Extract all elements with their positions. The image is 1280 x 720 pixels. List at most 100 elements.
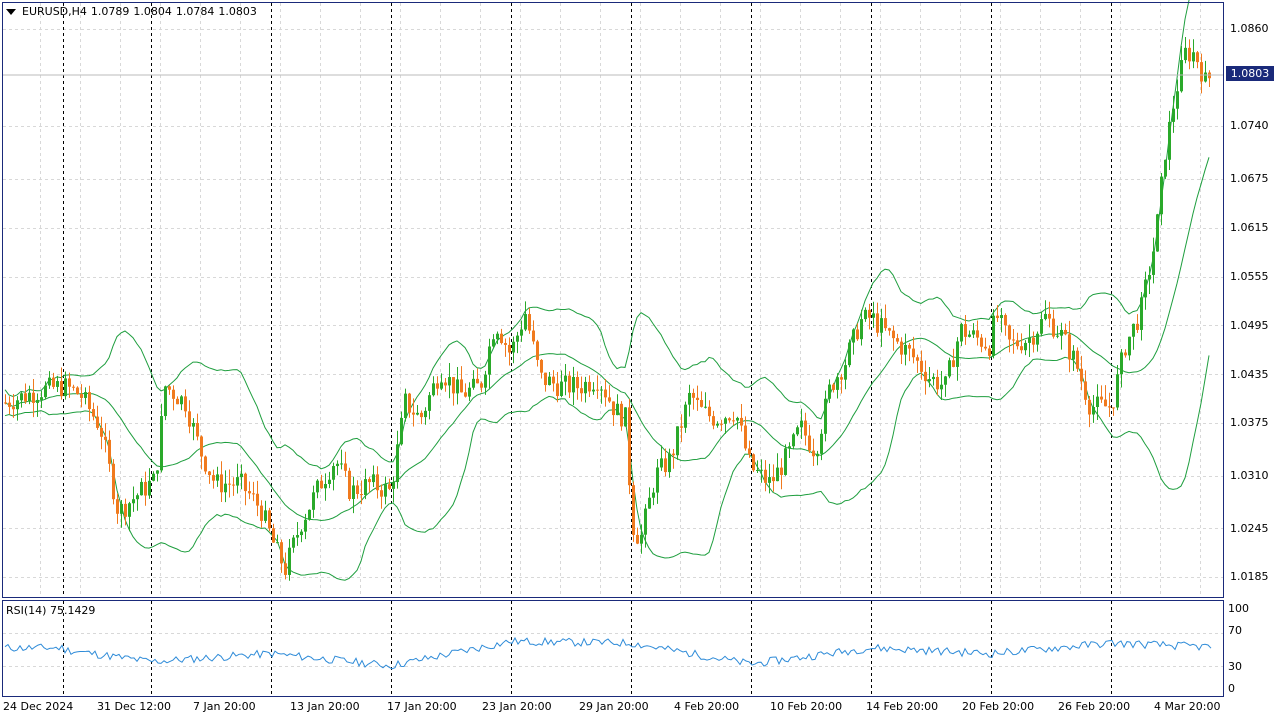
candle [68,372,71,398]
candle [600,386,603,404]
candle [312,485,315,518]
candle [452,377,455,406]
candle [364,468,367,500]
candle [968,330,971,338]
candle [108,430,111,472]
candle [896,333,899,344]
candle [148,468,151,499]
candle [1132,323,1135,350]
candle [752,453,755,473]
candle [320,474,323,489]
candle [584,376,587,403]
candle [932,373,935,386]
candle [1152,237,1155,284]
current-price-badge: 1.0803 [1226,66,1274,81]
candle [1024,340,1027,356]
candle [732,411,735,426]
candle [236,463,239,494]
candle [616,394,619,416]
rsi-level-label: 30 [1228,660,1242,673]
candle [496,331,499,345]
candle [1096,384,1099,421]
rsi-line-layer [4,636,1212,670]
candle [832,382,835,393]
candle [24,383,27,404]
candle [144,471,147,506]
candle [296,521,299,546]
candle [1008,324,1011,353]
candle [500,328,503,345]
candle [1204,60,1207,83]
candle [512,336,515,364]
rsi-line [4,636,1212,670]
price-tick-label: 1.0185 [1230,570,1269,583]
candle [116,493,119,524]
candle [1128,336,1131,361]
candle [648,487,651,509]
candle [1188,39,1191,70]
candle [680,414,683,443]
time-tick-label: 10 Feb 20:00 [770,700,843,713]
candle [824,390,827,442]
candle [424,407,427,425]
candle [560,370,563,398]
candle [492,334,495,348]
candle [1136,314,1139,333]
candle [712,410,715,430]
candle [784,444,787,476]
candle [120,499,123,528]
candle [1124,349,1127,358]
candle [728,417,731,423]
candle [344,451,347,477]
candle [612,401,615,426]
candle [900,337,903,364]
candle [244,472,247,506]
candle [780,458,783,490]
candle [372,465,375,487]
candle [532,320,535,345]
candle [504,338,507,357]
candle [748,440,751,458]
candle [304,513,307,540]
candle [972,323,975,339]
candle [848,339,851,368]
candle [912,336,915,364]
candle [676,426,679,460]
candle [736,416,739,430]
high-value: 1.0804 [133,5,172,18]
candle [160,403,163,473]
candle [592,382,595,395]
candle [32,379,35,418]
candle [292,534,295,553]
bollinger-middle-band [4,157,1210,522]
candle [936,369,939,396]
candle [540,358,543,379]
candle [988,345,991,360]
candle [720,419,723,431]
candle [708,400,711,422]
candle [16,396,19,421]
rsi-level-label: 70 [1228,624,1242,637]
candle [892,325,895,351]
symbol-label: EURUSD,H4 [22,5,87,18]
candle [812,438,815,467]
candle [392,476,395,503]
candle [228,469,231,498]
price-tick-label: 1.0615 [1230,221,1269,234]
candle [548,371,551,386]
dropdown-triangle-icon[interactable] [6,8,16,15]
candle [208,471,211,484]
candle [356,480,359,499]
candle [628,399,631,495]
candle [404,388,407,422]
candle [1084,370,1087,405]
rsi-window-frame [2,600,1224,697]
candle [384,476,387,505]
candle [996,305,999,323]
candle [1092,395,1095,423]
candle [1040,311,1043,337]
candle [840,373,843,394]
candles-layer [4,36,1211,581]
